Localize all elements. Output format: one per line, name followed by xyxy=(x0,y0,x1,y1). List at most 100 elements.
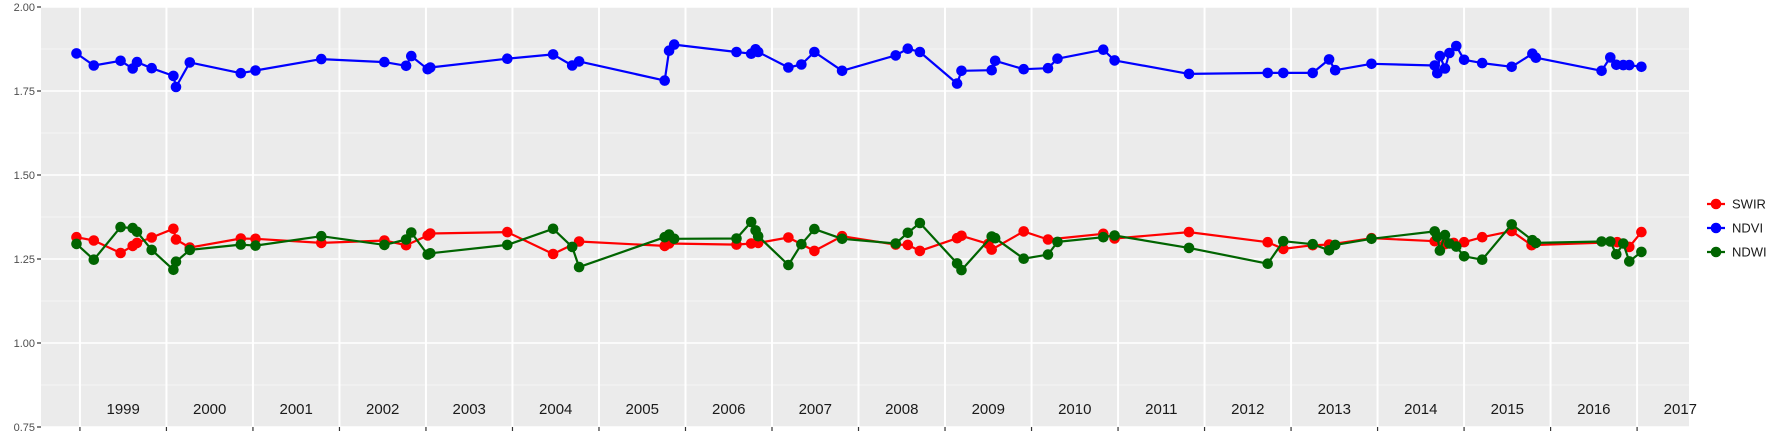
ndvi-point xyxy=(406,50,417,62)
swir-point xyxy=(956,230,967,242)
ndvi-point xyxy=(379,56,390,68)
swir-point xyxy=(914,245,926,257)
ndvi-point xyxy=(1439,63,1451,74)
ndwi-point xyxy=(71,238,82,250)
ndvi-point xyxy=(659,75,670,86)
ndwi-point xyxy=(989,232,1001,244)
swir-point xyxy=(88,235,100,246)
ndvi-point xyxy=(1506,61,1517,73)
ndwi-point xyxy=(1042,249,1054,260)
ndwi-point xyxy=(566,241,578,253)
year-label: 2006 xyxy=(712,401,745,418)
year-label: 2008 xyxy=(885,401,918,418)
ndwi-point xyxy=(547,223,559,235)
ndwi-point xyxy=(170,256,182,268)
ndwi-point xyxy=(168,264,179,276)
ndwi-point xyxy=(88,254,100,265)
swir-point xyxy=(547,248,559,260)
ndwi-point xyxy=(752,230,764,242)
swir-point xyxy=(809,245,820,257)
series-ndwi xyxy=(71,216,1647,276)
y-tick-label: 1.25 xyxy=(14,254,35,266)
ndvi-point xyxy=(986,64,997,76)
ndwi-point xyxy=(956,264,967,276)
ndwi-point xyxy=(1596,236,1607,247)
ndwi-point xyxy=(1262,258,1273,270)
ndwi-point xyxy=(1434,245,1446,256)
ndwi-point xyxy=(1476,254,1488,265)
ndvi-point xyxy=(914,46,926,58)
ndvi-point xyxy=(1042,62,1054,74)
ndvi-point xyxy=(1624,59,1635,71)
ndwi-point xyxy=(1636,246,1647,258)
ndwi-point xyxy=(1307,238,1318,250)
year-label: 2016 xyxy=(1577,401,1610,418)
legend-item-ndvi: NDVI xyxy=(1707,221,1763,236)
y-tick-label: 2.00 xyxy=(14,2,35,14)
swir-point xyxy=(170,234,182,245)
swir-point xyxy=(1183,226,1195,238)
ndwi-point xyxy=(1530,237,1542,249)
y-tick-label: 1.00 xyxy=(14,338,35,350)
ndvi-point xyxy=(1451,40,1462,52)
year-label: 2003 xyxy=(453,401,486,418)
year-label: 2000 xyxy=(193,401,226,418)
ndvi-point xyxy=(168,70,179,82)
ndwi-point xyxy=(131,226,143,238)
ndwi-point xyxy=(914,217,926,229)
ndvi-point xyxy=(1307,67,1318,79)
ndvi-point xyxy=(502,53,513,64)
y-tick-label: 1.75 xyxy=(14,86,35,98)
legend-label: NDWI xyxy=(1732,245,1767,260)
ndvi-point xyxy=(88,60,100,71)
ndvi-point xyxy=(1432,67,1443,79)
ndwi-point xyxy=(146,244,157,256)
year-label: 2007 xyxy=(799,401,832,418)
ndwi-point xyxy=(1098,231,1109,243)
legend-label: SWIR xyxy=(1732,197,1766,212)
ndvi-point xyxy=(1458,54,1470,66)
ndvi-point xyxy=(1530,52,1542,63)
year-label: 2004 xyxy=(539,401,572,418)
ndvi-point xyxy=(1366,58,1377,70)
ndwi-point xyxy=(1329,239,1341,251)
ndwi-point xyxy=(1052,236,1063,248)
swir-point xyxy=(986,244,997,255)
swir-point xyxy=(131,237,143,249)
grid-layer xyxy=(41,6,1689,428)
ndvi-point xyxy=(250,65,261,76)
ndvi-point xyxy=(235,67,247,79)
year-label: 2011 xyxy=(1145,401,1177,418)
ndwi-point xyxy=(1018,253,1029,264)
ndwi-point xyxy=(1605,236,1616,247)
ndvi-point xyxy=(1262,67,1273,79)
ndvi-point xyxy=(146,62,157,74)
ndwi-point xyxy=(235,239,247,250)
year-label: 2017 xyxy=(1664,401,1697,418)
year-label: 2001 xyxy=(280,401,313,418)
ndwi-point xyxy=(379,239,390,251)
ndwi-point xyxy=(1439,229,1451,241)
ndwi-point xyxy=(115,221,126,233)
ndwi-point xyxy=(836,233,848,245)
ndvi-point xyxy=(1052,53,1063,64)
ndwi-point xyxy=(745,216,757,228)
year-label: 2013 xyxy=(1318,401,1351,418)
ndvi-point xyxy=(1329,64,1341,76)
legend-item-ndwi: NDWI xyxy=(1707,245,1767,260)
ndvi-point xyxy=(316,53,327,65)
ndwi-point xyxy=(573,261,585,273)
ndvi-point xyxy=(1434,50,1446,62)
year-label: 2014 xyxy=(1404,401,1437,418)
year-label: 2015 xyxy=(1491,401,1524,418)
ndwi-point xyxy=(902,227,914,239)
year-label: 2002 xyxy=(366,401,399,418)
ndwi-point xyxy=(1451,241,1462,252)
ndvi-point xyxy=(809,46,820,58)
ndvi-point xyxy=(1444,47,1455,59)
legend-item-swir: SWIR xyxy=(1707,197,1766,212)
ndwi-point xyxy=(809,223,820,235)
ndvi-point xyxy=(573,56,585,67)
